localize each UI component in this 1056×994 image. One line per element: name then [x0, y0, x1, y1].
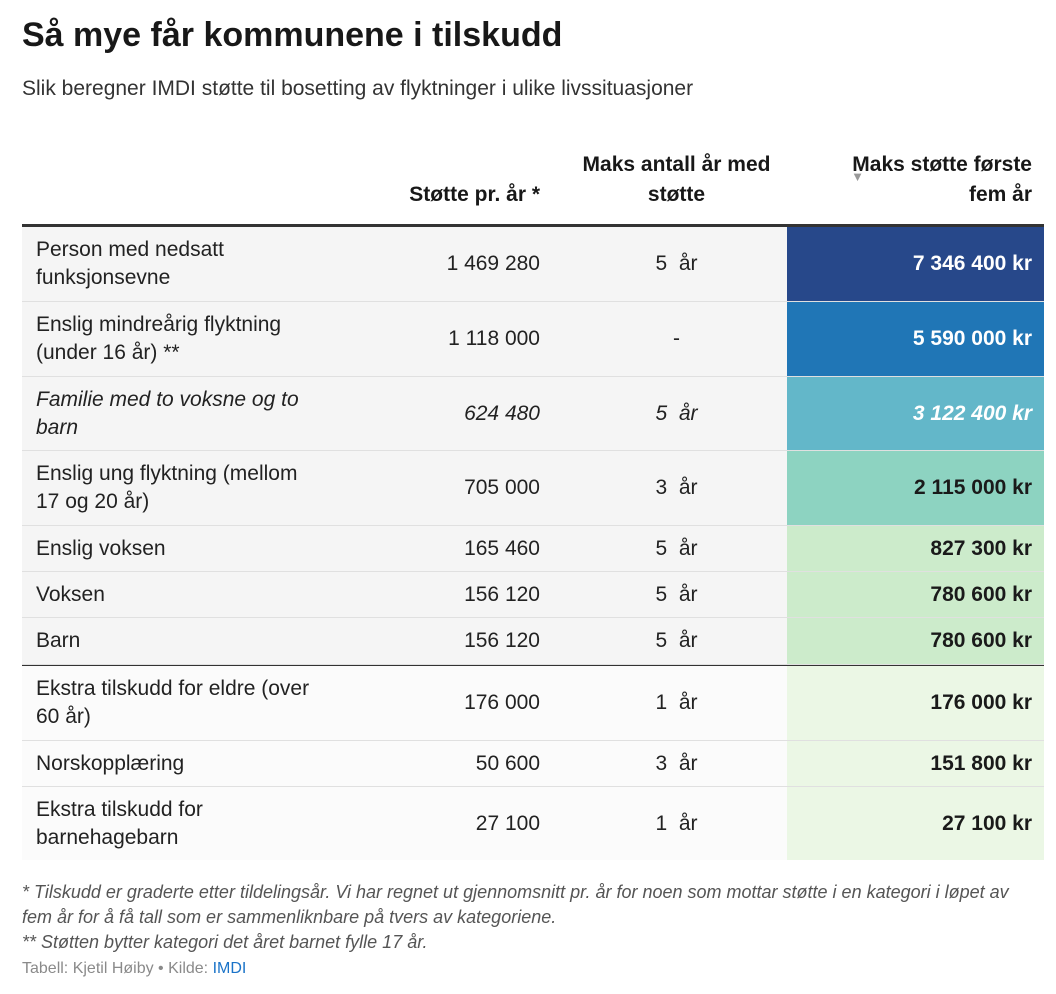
max-years-cell: 3 år	[655, 751, 698, 775]
max-five-years-cell: 5 590 000 kr	[787, 302, 1044, 376]
max-years-cell: 5 år	[655, 401, 698, 425]
table-row: Barn 156 120 5 år 780 600 kr	[22, 618, 1044, 665]
per-year-cell: 165 460	[464, 536, 540, 560]
max-five-years-cell: 151 800 kr	[787, 741, 1044, 786]
source-line: Tabell: Kjetil Høiby • Kilde: IMDI	[22, 960, 246, 978]
per-year-cell: 156 120	[464, 629, 540, 652]
max-five-years-cell: 176 000 kr	[787, 666, 1044, 740]
table-row: Familie med to voksne og to barn 624 480 5…	[22, 377, 1044, 451]
per-year-cell: 50 600	[475, 751, 540, 775]
table-body: Person med nedsatt funksjonsevne 1 469 28…	[22, 227, 1044, 860]
max-five-years-cell: 2 115 000 kr	[787, 451, 1044, 525]
per-year-cell: 27 100	[475, 811, 540, 835]
footnote-2: ** Støtten bytter kategori det året barn…	[22, 932, 428, 952]
max-years-cell: 1 år	[655, 691, 698, 714]
per-year-cell: 156 120	[464, 582, 540, 606]
max-five-years-cell: 27 100 kr	[787, 787, 1044, 860]
per-year-cell: 1 469 280	[446, 252, 540, 275]
table-row: Ekstra tilskudd for eldre (over 60 år) 17…	[22, 665, 1044, 741]
row-label: Norskopplæring	[36, 751, 185, 775]
table-row: Voksen 156 120 5 år 780 600 kr	[22, 572, 1044, 618]
max-five-years-cell: 827 300 kr	[787, 526, 1044, 571]
max-five-years-cell: 7 346 400 kr	[787, 227, 1044, 301]
per-year-cell: 705 000	[464, 476, 540, 499]
per-year-cell: 176 000	[464, 691, 540, 714]
max-five-years-cell: 780 600 kr	[787, 572, 1044, 617]
row-label: Ekstra tilskudd for barnehagebarn	[36, 797, 203, 849]
max-five-years-cell: 3 122 400 kr	[787, 377, 1044, 450]
data-table: Støtte pr. år * Maks antall år med støtt…	[22, 140, 1044, 860]
source-link-imdi[interactable]: IMDI	[212, 960, 247, 977]
per-year-cell: 1 118 000	[448, 327, 540, 350]
row-label: Person med nedsatt funksjonsevne	[36, 238, 224, 289]
max-years-cell: 5 år	[655, 252, 698, 275]
per-year-cell: 624 480	[464, 401, 540, 425]
max-years-cell: 1 år	[655, 811, 698, 835]
row-label: Familie med to voksne og to barn	[36, 387, 299, 439]
footnote-1: * Tilskudd er graderte etter tildelingså…	[22, 882, 1009, 927]
row-label: Voksen	[36, 582, 105, 606]
row-label: Ekstra tilskudd for eldre (over 60 år)	[36, 677, 310, 728]
max-years-cell: -	[673, 327, 680, 350]
max-years-cell: 5 år	[655, 536, 698, 560]
table-row: Enslig voksen 165 460 5 år 827 300 kr	[22, 526, 1044, 572]
table-row: Person med nedsatt funksjonsevne 1 469 28…	[22, 227, 1044, 302]
table-row: Enslig ung flyktning (mellom 17 og 20 år…	[22, 451, 1044, 526]
table-row: Enslig mindreårig flyktning (under 16 år…	[22, 302, 1044, 377]
row-label: Enslig ung flyktning (mellom 17 og 20 år…	[36, 462, 298, 513]
column-header-max-five-years-label: Maks støtte første fem år	[852, 153, 1032, 206]
table-header: Støtte pr. år * Maks antall år med støtt…	[22, 140, 1044, 227]
column-header-max-five-years[interactable]: ▼ Maks støtte første fem år	[832, 150, 1032, 210]
row-label: Enslig mindreårig flyktning (under 16 år…	[36, 313, 282, 364]
source-credit: Tabell: Kjetil Høiby • Kilde:	[22, 960, 213, 977]
max-years-cell: 3 år	[655, 476, 698, 499]
page-subtitle: Slik beregner IMDI støtte til bosetting …	[22, 77, 694, 100]
max-five-years-cell: 780 600 kr	[787, 618, 1044, 664]
page-title: Så mye får kommunene i tilskudd	[22, 16, 563, 54]
table-row: Norskopplæring 50 600 3 år 151 800 kr	[22, 741, 1044, 787]
row-label: Enslig voksen	[36, 536, 166, 560]
max-years-cell: 5 år	[655, 629, 698, 652]
footnotes: * Tilskudd er graderte etter tildelingså…	[22, 880, 1032, 955]
sort-descending-icon: ▼	[851, 169, 864, 184]
table-row: Ekstra tilskudd for barnehagebarn 27 100 1…	[22, 787, 1044, 860]
row-label: Barn	[36, 629, 81, 652]
max-years-cell: 5 år	[655, 582, 698, 606]
column-header-per-year[interactable]: Støtte pr. år *	[409, 183, 540, 206]
column-header-max-years[interactable]: Maks antall år med støtte	[582, 153, 771, 206]
